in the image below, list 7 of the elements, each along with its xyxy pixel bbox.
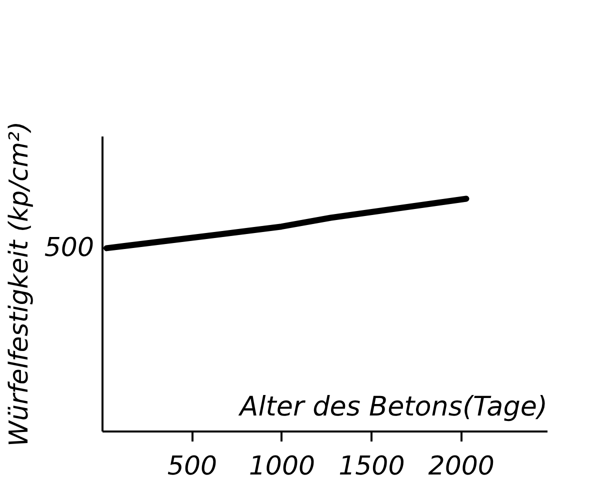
x-axis-title: Alter des Betons(Tage)	[238, 392, 548, 422]
text: 500	[44, 233, 94, 264]
x-tick-label: 1500	[338, 452, 405, 478]
y-axis-title: Würfelfestigkeit (kp/cm²)	[4, 121, 34, 447]
x-tick-label: 500	[167, 452, 218, 478]
x-tick-label: 1000	[248, 452, 316, 478]
x-tick-label: 2000	[428, 452, 494, 478]
